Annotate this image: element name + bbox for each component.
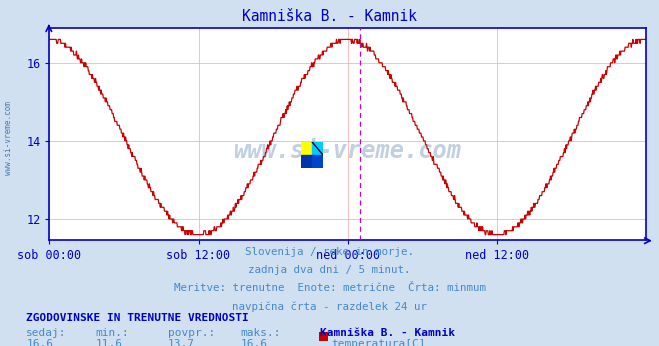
Text: www.si-vreme.com: www.si-vreme.com [234,139,461,163]
Text: 13,7: 13,7 [168,339,195,346]
Text: Slovenija / reke in morje.: Slovenija / reke in morje. [245,247,414,257]
Text: sedaj:: sedaj: [26,328,67,338]
Text: zadnja dva dni / 5 minut.: zadnja dva dni / 5 minut. [248,265,411,275]
Text: min.:: min.: [96,328,129,338]
Text: 16,6: 16,6 [241,339,268,346]
Text: Kamniška B. - Kamnik: Kamniška B. - Kamnik [320,328,455,338]
Bar [301,142,312,155]
Text: Kamniška B. - Kamnik: Kamniška B. - Kamnik [242,9,417,24]
Text: povpr.:: povpr.: [168,328,215,338]
Text: www.si-vreme.com: www.si-vreme.com [4,101,13,175]
Bar [301,155,312,168]
Text: ZGODOVINSKE IN TRENUTNE VREDNOSTI: ZGODOVINSKE IN TRENUTNE VREDNOSTI [26,313,249,323]
Text: 16,6: 16,6 [26,339,53,346]
Bar [312,155,323,168]
Text: Meritve: trenutne  Enote: metrične  Črta: minmum: Meritve: trenutne Enote: metrične Črta: … [173,283,486,293]
Text: maks.:: maks.: [241,328,281,338]
Bar [312,142,323,155]
Text: temperatura[C]: temperatura[C] [331,339,425,346]
Text: navpična črta - razdelek 24 ur: navpična črta - razdelek 24 ur [232,301,427,312]
Text: 11,6: 11,6 [96,339,123,346]
